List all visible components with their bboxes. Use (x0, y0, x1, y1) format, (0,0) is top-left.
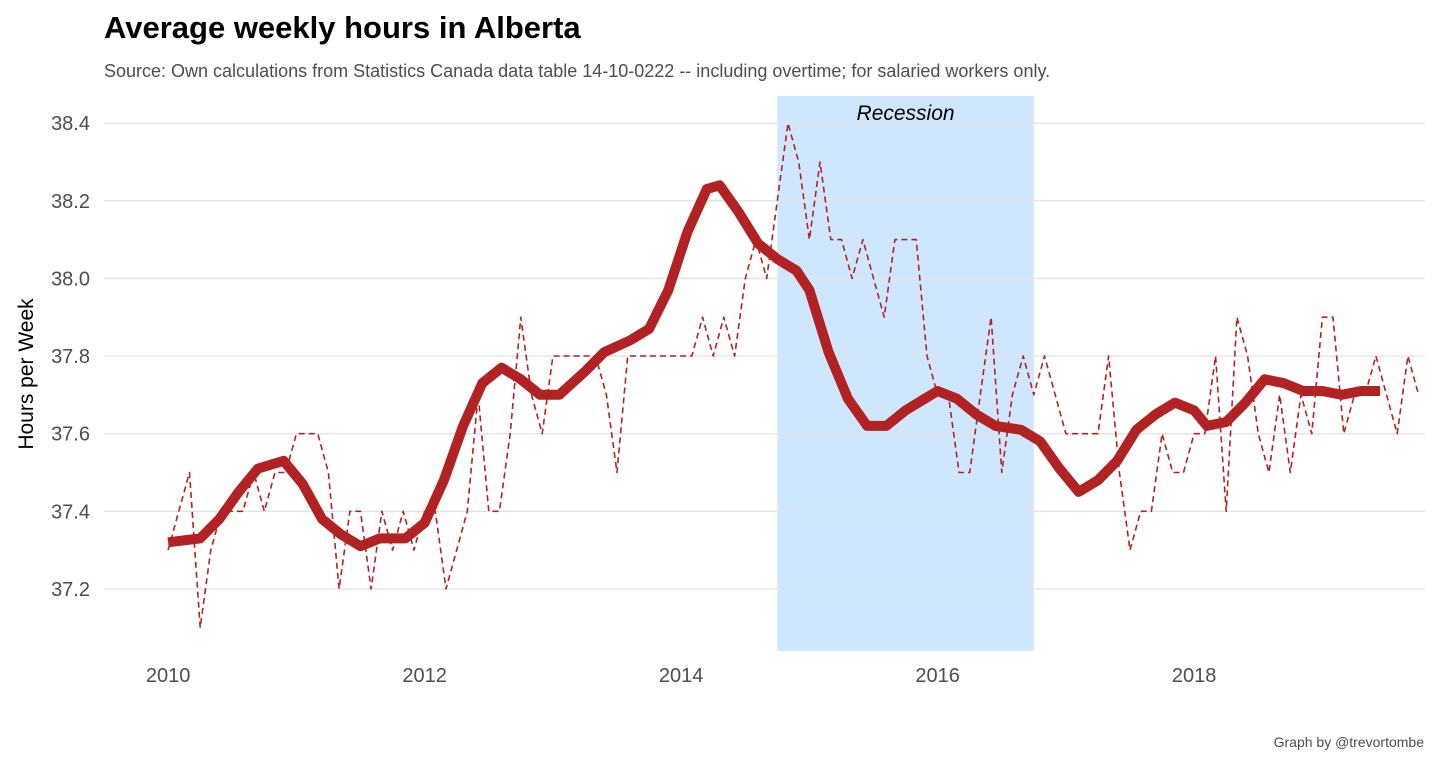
series-line-dashed (167, 122, 1420, 629)
y-axis-ticks: 37.2 37.4 37.6 37.8 38.0 38.2 38.4 (51, 113, 90, 601)
y-tick-label: 38.2 (51, 191, 90, 213)
y-tick-label: 37.8 (51, 346, 90, 368)
y-axis-label: Hours per Week (15, 298, 38, 450)
y-tick-label: 37.4 (51, 501, 90, 523)
series-line-smoothed (167, 180, 1381, 552)
recession-band (777, 96, 1034, 651)
y-tick-label: 38.4 (51, 113, 90, 135)
chart-caption: Graph by @trevortombe (1273, 734, 1424, 750)
x-tick-label: 2012 (402, 665, 447, 687)
x-tick-label: 2018 (1172, 665, 1217, 687)
x-tick-label: 2014 (659, 665, 704, 687)
x-tick-label: 2016 (915, 665, 960, 687)
chart-title: Average weekly hours in Alberta (104, 10, 581, 45)
gridlines (104, 122, 1425, 590)
recession-label: Recession (857, 102, 955, 125)
chart-subtitle: Source: Own calculations from Statistics… (104, 61, 1051, 81)
x-tick-label: 2010 (146, 665, 191, 687)
y-tick-label: 37.2 (51, 579, 90, 601)
x-axis-ticks: 2010 2012 2014 2016 2018 (146, 665, 1217, 687)
y-tick-label: 37.6 (51, 424, 90, 446)
series-layer (167, 122, 1420, 629)
recession-band-layer (777, 96, 1034, 651)
y-tick-label: 38.0 (51, 268, 90, 290)
